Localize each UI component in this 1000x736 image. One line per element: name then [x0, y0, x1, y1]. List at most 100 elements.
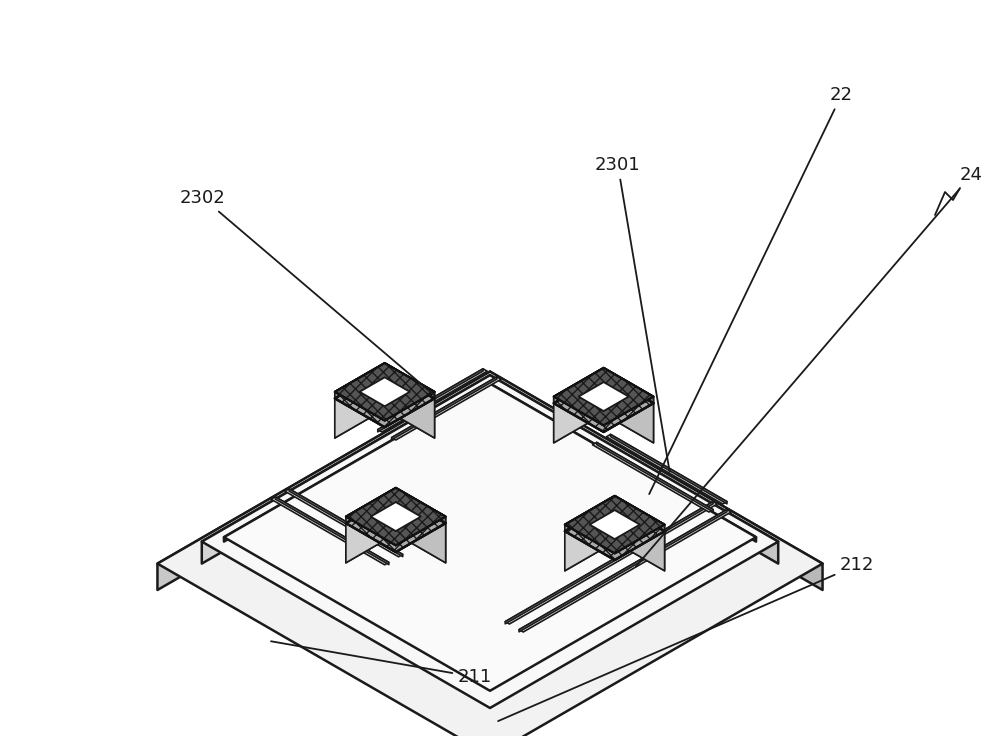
Polygon shape: [346, 488, 396, 523]
Polygon shape: [385, 369, 435, 438]
Polygon shape: [565, 503, 665, 560]
Polygon shape: [565, 496, 615, 531]
Polygon shape: [604, 375, 654, 443]
Polygon shape: [604, 368, 654, 403]
Polygon shape: [346, 495, 446, 552]
Polygon shape: [519, 509, 731, 632]
Polygon shape: [385, 369, 435, 438]
Polygon shape: [565, 503, 615, 571]
Polygon shape: [289, 489, 403, 556]
Polygon shape: [590, 517, 640, 545]
Polygon shape: [579, 389, 629, 417]
Polygon shape: [554, 375, 604, 443]
Polygon shape: [396, 488, 446, 523]
Polygon shape: [335, 369, 435, 427]
Polygon shape: [565, 503, 665, 560]
Polygon shape: [606, 434, 727, 504]
Polygon shape: [335, 369, 435, 427]
Text: 212: 212: [498, 556, 874, 721]
Polygon shape: [604, 368, 654, 403]
Polygon shape: [519, 509, 727, 631]
Polygon shape: [378, 369, 487, 432]
Polygon shape: [615, 496, 665, 531]
Polygon shape: [565, 503, 615, 571]
Polygon shape: [565, 496, 665, 553]
Polygon shape: [346, 495, 446, 552]
Polygon shape: [590, 510, 640, 539]
Polygon shape: [590, 517, 640, 545]
Polygon shape: [378, 369, 483, 432]
Polygon shape: [593, 442, 713, 512]
Polygon shape: [505, 502, 713, 624]
Text: 211: 211: [271, 641, 492, 686]
Polygon shape: [346, 488, 446, 545]
Polygon shape: [554, 368, 654, 425]
Polygon shape: [615, 496, 665, 531]
Polygon shape: [490, 383, 756, 542]
Polygon shape: [396, 488, 446, 523]
Polygon shape: [360, 378, 410, 406]
Polygon shape: [346, 495, 396, 563]
Polygon shape: [346, 488, 446, 545]
Polygon shape: [335, 363, 435, 420]
Polygon shape: [396, 495, 446, 563]
Polygon shape: [579, 382, 629, 411]
Polygon shape: [615, 503, 665, 571]
Text: 2301: 2301: [595, 156, 670, 472]
Polygon shape: [371, 502, 421, 531]
Polygon shape: [157, 372, 490, 590]
Text: 2302: 2302: [180, 189, 435, 396]
Polygon shape: [554, 375, 654, 432]
Polygon shape: [505, 502, 717, 624]
Polygon shape: [554, 375, 654, 432]
Polygon shape: [611, 434, 727, 504]
Polygon shape: [604, 375, 654, 443]
Polygon shape: [360, 384, 410, 413]
Polygon shape: [335, 369, 385, 438]
Polygon shape: [224, 383, 756, 691]
Text: 22: 22: [649, 86, 853, 494]
Polygon shape: [360, 378, 410, 406]
Polygon shape: [346, 495, 446, 552]
Polygon shape: [490, 375, 778, 564]
Polygon shape: [554, 375, 654, 432]
Polygon shape: [565, 503, 665, 560]
Polygon shape: [565, 496, 615, 531]
Polygon shape: [224, 383, 490, 542]
Polygon shape: [285, 489, 403, 557]
Polygon shape: [371, 509, 421, 537]
Polygon shape: [385, 363, 435, 398]
Polygon shape: [371, 502, 421, 531]
Polygon shape: [565, 503, 665, 560]
Polygon shape: [579, 389, 629, 417]
Polygon shape: [396, 495, 446, 563]
Polygon shape: [335, 363, 385, 398]
Text: 24: 24: [636, 166, 983, 567]
Polygon shape: [335, 369, 435, 427]
Polygon shape: [554, 368, 654, 425]
Polygon shape: [554, 375, 654, 432]
Polygon shape: [346, 495, 396, 563]
Polygon shape: [554, 375, 604, 443]
Polygon shape: [202, 375, 490, 564]
Polygon shape: [271, 497, 389, 565]
Polygon shape: [335, 369, 435, 427]
Polygon shape: [615, 503, 665, 571]
Polygon shape: [335, 369, 385, 438]
Polygon shape: [590, 510, 640, 539]
Polygon shape: [385, 363, 435, 398]
Polygon shape: [597, 442, 713, 512]
Polygon shape: [392, 377, 497, 440]
Polygon shape: [554, 368, 604, 403]
Polygon shape: [346, 488, 396, 523]
Polygon shape: [565, 496, 665, 553]
Polygon shape: [371, 509, 421, 537]
Polygon shape: [335, 363, 385, 398]
Polygon shape: [490, 372, 823, 590]
Polygon shape: [360, 384, 410, 413]
Polygon shape: [346, 495, 446, 552]
Polygon shape: [157, 372, 823, 736]
Polygon shape: [392, 377, 501, 440]
Polygon shape: [202, 375, 778, 708]
Polygon shape: [554, 368, 604, 403]
